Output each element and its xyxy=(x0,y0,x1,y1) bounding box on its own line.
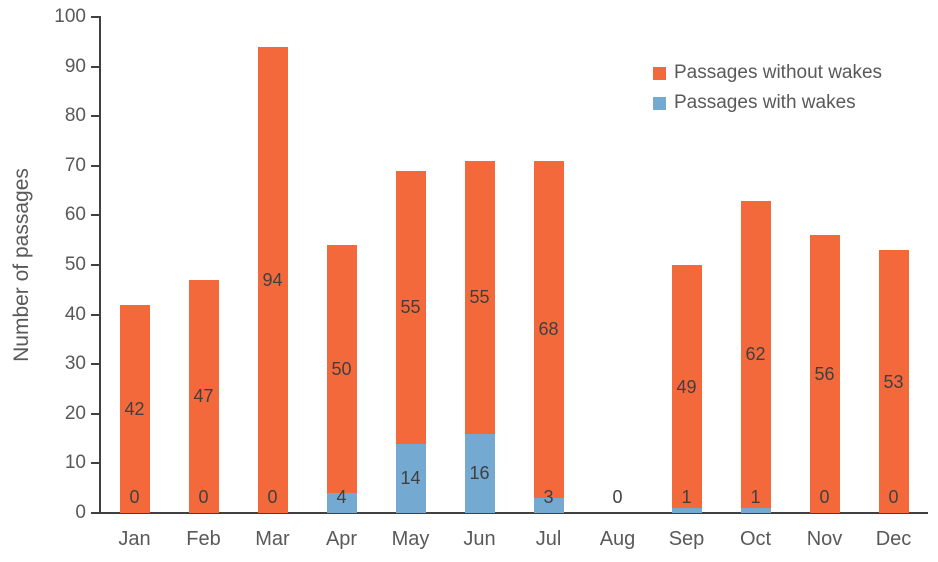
x-axis-category-label: Jan xyxy=(118,528,151,550)
data-label-without-wakes: 55 xyxy=(400,297,421,318)
legend-swatch-icon xyxy=(653,96,666,110)
y-axis-tick xyxy=(91,164,100,167)
data-label-with-wakes: 14 xyxy=(400,468,421,489)
data-label-with-wakes: 0 xyxy=(888,487,899,507)
y-axis-tick-label: 90 xyxy=(64,55,86,77)
data-label-without-wakes: 68 xyxy=(538,319,559,340)
legend: Passages without wakes Passages with wake… xyxy=(653,62,882,122)
legend-item: Passages without wakes xyxy=(653,62,882,84)
data-label-with-wakes: 4 xyxy=(336,487,347,507)
bar-segment-with-wakes xyxy=(464,433,495,513)
x-axis-category-label: Dec xyxy=(875,528,912,550)
y-axis-line xyxy=(99,16,101,514)
legend-label: Passages with wakes xyxy=(674,92,856,113)
bar-segment-without-wakes xyxy=(809,235,840,513)
data-label-with-wakes: 1 xyxy=(681,487,692,507)
data-label-with-wakes: 1 xyxy=(750,487,761,507)
y-axis-tick xyxy=(91,16,100,18)
x-axis-category-label: Jun xyxy=(463,528,496,550)
bar-segment-with-wakes xyxy=(533,498,564,513)
y-axis-tick xyxy=(91,313,100,316)
y-axis-tick xyxy=(91,412,100,415)
data-label-with-wakes: 0 xyxy=(267,487,278,507)
data-label-without-wakes: 49 xyxy=(676,376,697,397)
y-axis-tick xyxy=(91,462,100,465)
data-label-with-wakes: 0 xyxy=(198,487,209,507)
bar-segment-without-wakes xyxy=(119,304,150,513)
legend-item: Passages with wakes xyxy=(653,92,882,114)
bar-segment-with-wakes xyxy=(395,443,426,513)
y-axis-tick-label: 20 xyxy=(64,402,86,424)
y-axis-tick xyxy=(91,65,100,68)
y-axis-tick-label: 10 xyxy=(64,452,86,474)
data-label-without-wakes: 50 xyxy=(331,359,352,380)
data-label-without-wakes: 53 xyxy=(883,371,904,392)
y-axis-tick-label: 80 xyxy=(64,105,86,127)
y-axis-tick-label: 40 xyxy=(64,303,86,325)
bar-segment-without-wakes xyxy=(326,245,357,494)
bar-segment-without-wakes xyxy=(740,200,771,509)
legend-swatch-icon xyxy=(653,66,666,80)
y-axis-tick-label: 50 xyxy=(64,254,86,275)
data-label-without-wakes: 42 xyxy=(124,398,145,419)
bar-segment-without-wakes xyxy=(464,160,495,434)
data-label-with-wakes: 3 xyxy=(543,487,554,507)
data-label-without-wakes: 55 xyxy=(469,287,490,308)
bar-segment-with-wakes xyxy=(326,493,357,513)
data-label-without-wakes: 94 xyxy=(262,269,283,290)
x-axis-category-label: Apr xyxy=(325,528,358,550)
data-label-without-wakes: 47 xyxy=(193,386,214,407)
x-axis-category-label: Nov xyxy=(806,528,843,550)
bar-segment-without-wakes xyxy=(671,265,702,509)
x-axis-category-label: Feb xyxy=(186,528,221,550)
y-axis-tick xyxy=(91,214,100,217)
x-axis-category-label: Aug xyxy=(599,528,636,550)
legend-label: Passages without wakes xyxy=(674,62,883,83)
bar-segment-with-wakes xyxy=(671,508,702,513)
data-label-without-wakes: 62 xyxy=(745,344,766,365)
x-axis-line xyxy=(99,512,928,514)
bar-segment-without-wakes xyxy=(395,170,426,444)
y-axis-tick-label: 70 xyxy=(64,154,86,176)
x-axis-category-label: Sep xyxy=(668,528,705,550)
data-label-without-wakes: 56 xyxy=(814,364,835,385)
x-axis-category-label: Oct xyxy=(739,528,772,550)
y-axis-tick xyxy=(91,512,100,514)
bar-segment-without-wakes xyxy=(878,250,909,513)
y-axis-tick-label: 30 xyxy=(64,353,86,375)
y-axis-tick-label: 60 xyxy=(64,204,86,226)
bar-segment-without-wakes xyxy=(257,46,288,513)
bar-segment-without-wakes xyxy=(533,160,564,499)
data-label-with-wakes: 0 xyxy=(129,487,140,507)
y-axis-tick xyxy=(91,264,100,266)
bar-segment-without-wakes xyxy=(188,279,219,513)
data-label-with-wakes: 16 xyxy=(469,463,490,484)
y-axis-tick xyxy=(91,363,100,366)
y-axis-tick-label: 0 xyxy=(75,502,86,523)
x-axis-category-label: May xyxy=(391,528,430,550)
y-axis-tick-label: 100 xyxy=(54,6,86,27)
x-axis-category-label: Mar xyxy=(255,528,290,550)
x-axis-category-label: Jul xyxy=(535,528,562,550)
bar-segment-with-wakes xyxy=(740,508,771,513)
data-label-with-wakes: 0 xyxy=(612,487,623,507)
y-axis-tick xyxy=(91,115,100,118)
data-label-with-wakes: 0 xyxy=(819,487,830,507)
